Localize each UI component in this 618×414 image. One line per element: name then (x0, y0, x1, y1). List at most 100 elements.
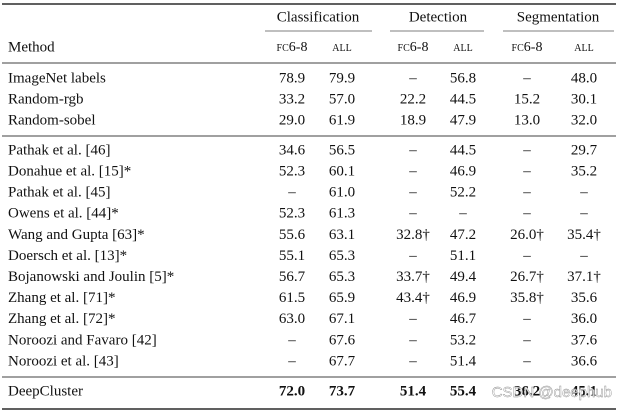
method-name: Noroozi and Favaro [42] (8, 332, 157, 348)
cell: 67.7 (329, 353, 356, 369)
cell: 48.0 (571, 70, 597, 86)
cell: – (522, 248, 531, 264)
cell: 65.3 (329, 248, 355, 264)
cell: 55.4 (450, 383, 477, 399)
method-name: DeepCluster (8, 383, 83, 399)
cell: – (287, 332, 296, 348)
cell: 60.1 (329, 164, 355, 180)
cell: – (522, 332, 531, 348)
cell: 47.9 (450, 113, 476, 129)
cell: 61.5 (279, 290, 305, 306)
cell: 67.1 (329, 311, 355, 327)
cell: 51.4 (400, 383, 427, 399)
cell: 73.7 (329, 383, 356, 399)
cell: – (522, 70, 531, 86)
cell: 18.9 (400, 113, 426, 129)
cell: 47.2 (450, 227, 476, 243)
cell: 61.0 (329, 185, 355, 201)
cell: 78.9 (279, 70, 305, 86)
cell: 55.6 (279, 227, 306, 243)
cell: – (579, 206, 588, 222)
cell: 56.7 (279, 269, 306, 285)
cell: 65.3 (329, 269, 355, 285)
cell: 57.0 (329, 92, 355, 108)
cell: – (408, 142, 417, 158)
cell: 44.5 (450, 142, 476, 158)
cell: – (408, 353, 417, 369)
column-header: fc6-8 (398, 40, 429, 55)
cell: – (522, 206, 531, 222)
method-name: Owens et al. [44]* (8, 206, 119, 222)
cell: 26.7† (510, 269, 544, 285)
cell: 56.5 (329, 142, 355, 158)
cell: – (408, 164, 417, 180)
cell: 63.0 (279, 311, 305, 327)
column-header: all (574, 40, 593, 55)
cell: 37.6 (571, 332, 598, 348)
cell: 35.2 (571, 164, 597, 180)
group-header: Segmentation (517, 9, 600, 25)
cell: – (522, 185, 531, 201)
cell: 15.2 (514, 92, 540, 108)
cell: – (287, 353, 296, 369)
cell: – (408, 248, 417, 264)
cell: – (522, 164, 531, 180)
cell: 29.0 (279, 113, 305, 129)
cell: 13.0 (514, 113, 540, 129)
group-header: Classification (277, 9, 360, 25)
cell: 36.6 (571, 353, 598, 369)
cell: – (579, 248, 588, 264)
cell: 65.9 (329, 290, 355, 306)
cell: 52.3 (279, 164, 305, 180)
cell: 34.6 (279, 142, 306, 158)
cell: – (458, 206, 467, 222)
cell: 36.2 (514, 383, 540, 399)
column-header: fc6-8 (512, 40, 543, 55)
cell: 61.9 (329, 113, 355, 129)
cell: – (408, 311, 417, 327)
cell: 55.1 (279, 248, 305, 264)
method-name: Bojanowski and Joulin [5]* (8, 269, 174, 285)
cell: 32.8† (396, 227, 430, 243)
cell: – (579, 185, 588, 201)
cell: 45.1 (571, 383, 597, 399)
cell: 63.1 (329, 227, 355, 243)
column-header: fc6-8 (277, 40, 308, 55)
column-header: all (453, 40, 472, 55)
cell: 26.0† (510, 227, 544, 243)
cell: 35.8† (510, 290, 544, 306)
cell: 51.4 (450, 353, 477, 369)
cell: 52.2 (450, 185, 476, 201)
cell: 35.6 (571, 290, 598, 306)
cell: 52.3 (279, 206, 305, 222)
cell: – (522, 142, 531, 158)
watermark: CSDN @deephub (492, 384, 612, 401)
cell: – (408, 332, 417, 348)
cell: 32.0 (571, 113, 597, 129)
method-name: Noroozi et al. [43] (8, 353, 119, 369)
cell: 33.2 (279, 92, 305, 108)
cell: 29.7 (571, 142, 598, 158)
cell: 46.7 (450, 311, 477, 327)
method-name: Random-sobel (8, 113, 96, 129)
cell: 30.1 (571, 92, 597, 108)
cell: 79.9 (329, 70, 355, 86)
method-name: Zhang et al. [71]* (8, 290, 115, 306)
method-name: Doersch et al. [13]* (8, 248, 127, 264)
group-header: Detection (409, 9, 468, 25)
method-name: Random-rgb (8, 92, 84, 108)
cell: 46.9 (450, 164, 476, 180)
cell: 36.0 (571, 311, 597, 327)
cell: – (522, 353, 531, 369)
method-name: Donahue et al. [15]* (8, 164, 131, 180)
cell: 46.9 (450, 290, 476, 306)
cell: 49.4 (450, 269, 477, 285)
cell: 33.7† (396, 269, 430, 285)
cell: 37.1† (567, 269, 601, 285)
method-name: Pathak et al. [45] (8, 185, 110, 201)
column-header: Method (8, 39, 55, 55)
cell: – (408, 185, 417, 201)
cell: – (522, 311, 531, 327)
cell: 51.1 (450, 248, 476, 264)
cell: – (408, 206, 417, 222)
